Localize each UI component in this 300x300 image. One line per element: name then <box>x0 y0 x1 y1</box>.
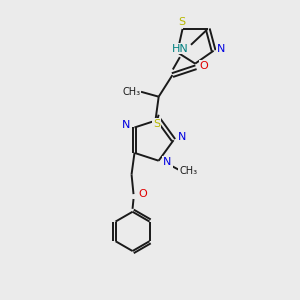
Text: N: N <box>163 157 172 167</box>
Text: O: O <box>200 61 208 71</box>
Text: CH₃: CH₃ <box>179 166 197 176</box>
Text: CH₃: CH₃ <box>122 87 140 97</box>
Text: O: O <box>138 189 147 199</box>
Text: N: N <box>122 119 130 130</box>
Text: HN: HN <box>172 44 189 54</box>
Text: S: S <box>153 119 160 129</box>
Text: N: N <box>178 132 187 142</box>
Text: S: S <box>178 17 185 27</box>
Text: N: N <box>217 44 226 54</box>
